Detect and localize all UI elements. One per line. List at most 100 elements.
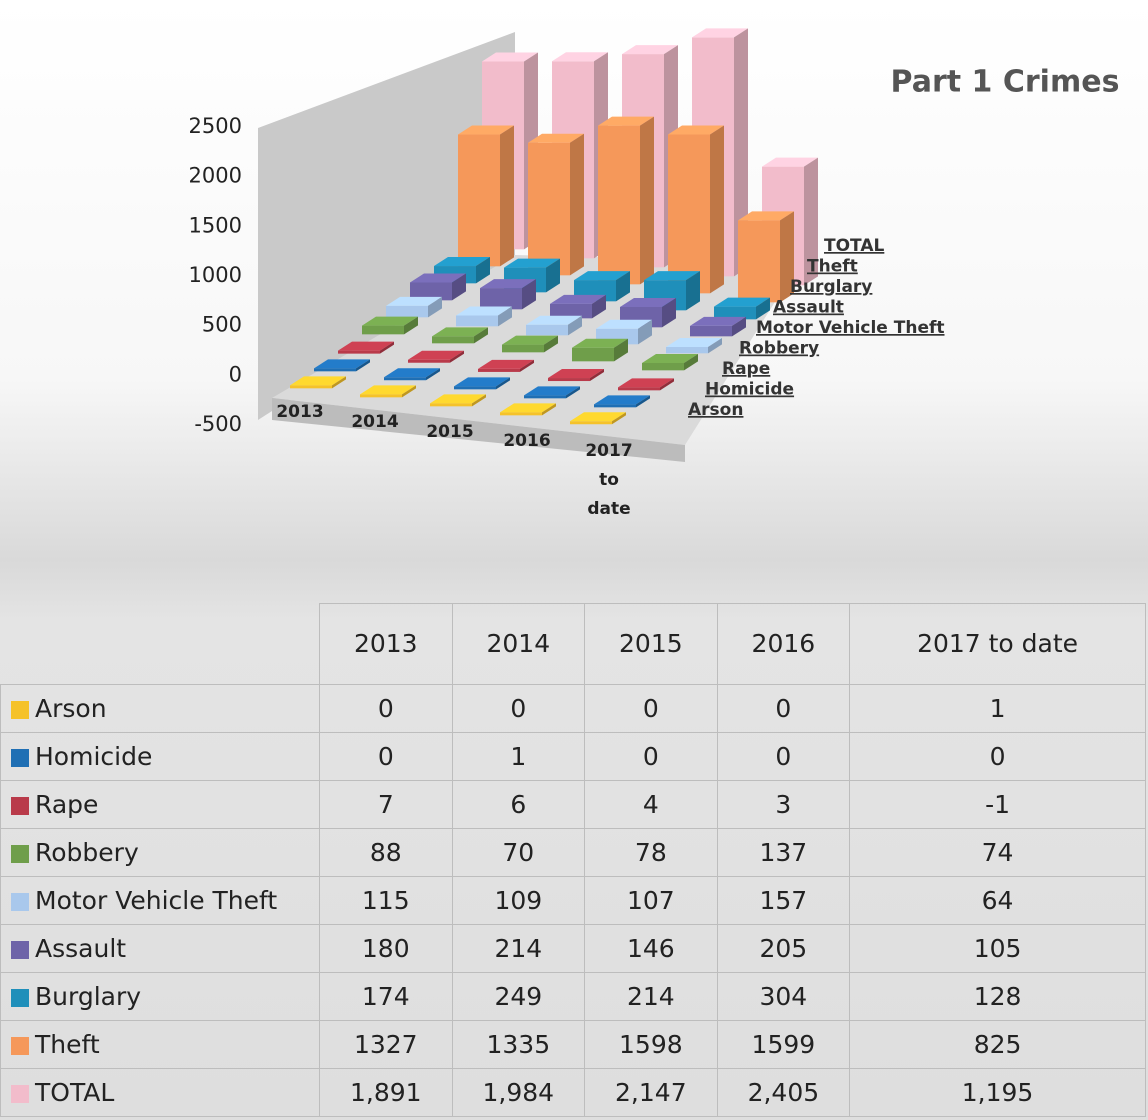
bar-top (478, 359, 534, 369)
value-cell: 88 (319, 828, 453, 877)
bar-side (522, 279, 536, 310)
bar-front (314, 368, 356, 372)
series-label: Arson (688, 400, 743, 420)
bar-top (642, 353, 698, 363)
bar-front (338, 350, 380, 354)
value-cell: 2,147 (584, 1068, 718, 1117)
bar-top (552, 52, 608, 62)
bar-top (290, 376, 346, 386)
value-cell: 0 (716, 732, 851, 781)
bar-side (804, 157, 818, 286)
bar-side (380, 341, 394, 354)
value-cell: 0 (319, 684, 453, 733)
value-cell: 107 (584, 876, 718, 925)
bar-top (500, 403, 556, 413)
bar-top (738, 211, 794, 221)
bar-front (524, 395, 566, 399)
bar-front (456, 315, 498, 327)
bar-side (640, 116, 654, 285)
row-label: Arson (35, 694, 107, 723)
bar-top (482, 52, 538, 62)
bar-side (474, 327, 488, 344)
bar-side (732, 316, 746, 337)
legend-swatch (11, 989, 29, 1007)
bar-top (692, 28, 748, 38)
bar (386, 296, 442, 318)
bar-front (290, 385, 332, 389)
bar (642, 353, 698, 371)
chart-title: Part 1 Crimes (891, 65, 1120, 100)
bar-top (430, 394, 486, 404)
x-tick-label: 2015 (426, 422, 474, 442)
value-cell: 128 (849, 972, 1146, 1021)
value-cell: 0 (319, 732, 453, 781)
series-label: Assault (773, 298, 844, 318)
series-label: TOTAL (824, 236, 884, 256)
table-row: Arson 0 0 0 0 1 (0, 684, 1146, 733)
value-cell: 115 (319, 876, 453, 925)
value-cell: 0 (584, 684, 718, 733)
y-tick-label: 0 (229, 362, 242, 386)
value-cell: 146 (584, 924, 718, 973)
row-label-cell: Assault (0, 924, 320, 973)
bar (548, 369, 604, 382)
row-label-cell: Robbery (0, 828, 320, 877)
bar (430, 394, 486, 407)
bar (738, 211, 794, 303)
bar-top (408, 350, 464, 360)
bar-top (524, 386, 580, 396)
bar-front (528, 142, 570, 276)
bar (666, 337, 722, 354)
y-tick-label: 500 (202, 313, 242, 337)
bar-top (456, 306, 512, 316)
bar (618, 378, 674, 391)
series-label: Homicide (705, 380, 794, 400)
bar (454, 377, 510, 390)
bar-side (590, 369, 604, 382)
bar-side (452, 273, 466, 301)
legend-swatch (11, 845, 29, 863)
bar (570, 412, 626, 425)
table-row: TOTAL 1,891 1,984 2,147 2,405 1,195 (0, 1068, 1146, 1117)
y-tick-label: 2000 (189, 164, 242, 188)
bar-top (762, 157, 818, 167)
bar-top (434, 257, 490, 267)
value-cell: 1327 (319, 1020, 453, 1069)
y-tick-label: 2500 (189, 114, 242, 138)
bar (458, 125, 514, 267)
value-cell: 0 (451, 684, 586, 733)
bar-front (384, 377, 426, 381)
value-cell: 1598 (584, 1020, 718, 1069)
bar-top (618, 378, 674, 388)
bar (410, 273, 466, 301)
bar-front (598, 125, 640, 285)
value-cell: 214 (451, 924, 586, 973)
bar-front (386, 305, 428, 318)
bar-side (686, 271, 700, 311)
bar-side (638, 319, 652, 345)
value-cell: 7 (319, 780, 453, 829)
series-label: Rape (722, 359, 770, 379)
y-tick-label: 1500 (189, 213, 242, 237)
bar-top (314, 359, 370, 369)
x-tick-label: 2013 (276, 402, 324, 422)
bar-top (502, 335, 558, 345)
y-tick-label: 1000 (189, 263, 242, 287)
value-cell: 0 (849, 732, 1146, 781)
value-cell: 78 (584, 828, 718, 877)
value-cell: 64 (849, 876, 1146, 925)
value-cell: 0 (584, 732, 718, 781)
bar-front (714, 306, 756, 320)
bar-front (458, 134, 500, 267)
bar-front (500, 412, 542, 416)
header-row: 2013 2014 2015 2016 2017 to date (0, 603, 1146, 685)
value-cell: 74 (849, 828, 1146, 877)
bar-top (338, 341, 394, 351)
bar-top (570, 412, 626, 422)
bar (668, 125, 724, 294)
table-row: Burglary 174 249 214 304 128 (0, 972, 1146, 1021)
bar-top (410, 273, 466, 283)
value-cell: 3 (716, 780, 851, 829)
bar-top (690, 316, 746, 326)
series-label: Burglary (790, 277, 872, 297)
